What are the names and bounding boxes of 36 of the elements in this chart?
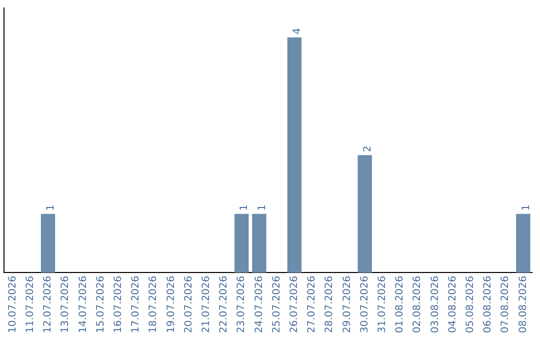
x-tick-label: 26.07.2026 — [288, 276, 300, 334]
data-label: 1 — [46, 204, 57, 211]
data-label: 1 — [520, 204, 532, 211]
x-tick-label: 17.07.2026 — [130, 276, 142, 334]
x-tick-label: 06.08.2026 — [482, 276, 494, 334]
x-tick-label: 29.07.2026 — [342, 276, 353, 334]
data-label: 4 — [292, 28, 303, 34]
x-tick-label: 01.08.2026 — [394, 276, 406, 334]
x-tick-label: 21.07.2026 — [200, 276, 212, 334]
x-tick-label: 23.07.2026 — [236, 276, 248, 334]
data-label: 1 — [256, 204, 268, 211]
x-tick-label: 19.07.2026 — [166, 276, 177, 334]
x-tick-label: 27.07.2026 — [306, 276, 318, 334]
x-tick-label: 14.07.2026 — [78, 276, 89, 334]
x-tick-label: 13.07.2026 — [60, 276, 72, 334]
x-tick-label: 22.07.2026 — [218, 276, 230, 334]
x-tick-label: 03.08.2026 — [430, 276, 441, 334]
x-tick-label: 28.07.2026 — [324, 276, 336, 334]
x-tick-label: 05.08.2026 — [464, 276, 476, 334]
x-tick-label: 18.07.2026 — [148, 276, 160, 334]
x-tick-label: 15.07.2026 — [95, 276, 106, 334]
x-tick-label: 07.08.2026 — [500, 276, 512, 334]
x-tick-label: 12.07.2026 — [42, 276, 54, 334]
x-tick-label: 31.07.2026 — [376, 276, 388, 334]
x-tick-label: 10.07.2026 — [7, 276, 18, 334]
x-tick-label: 08.08.2026 — [518, 276, 529, 334]
x-tick-label: 04.08.2026 — [447, 276, 458, 334]
x-tick-label: 11.07.2026 — [24, 276, 36, 334]
x-tick-label: 25.07.2026 — [271, 276, 282, 334]
data-label: 1 — [239, 204, 250, 211]
x-tick-label: 24.07.2026 — [254, 276, 265, 334]
x-tick-label: 30.07.2026 — [359, 276, 370, 334]
x-tick-label: 20.07.2026 — [183, 276, 194, 334]
x-tick-label: 02.08.2026 — [412, 276, 424, 334]
data-label: 2 — [362, 146, 374, 152]
x-tick-label: 16.07.2026 — [112, 276, 124, 334]
